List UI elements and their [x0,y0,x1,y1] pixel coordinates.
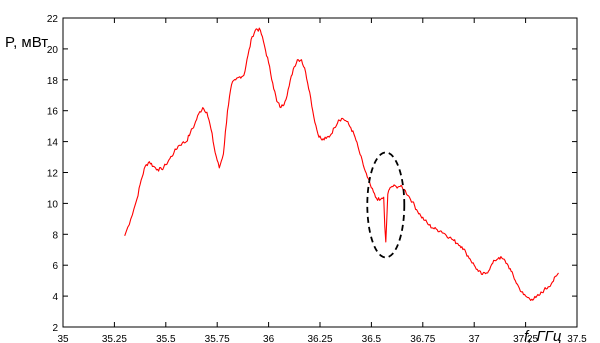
x-axis-label: f, ГГц [524,328,562,343]
x-tick-label: 37.25 [513,334,538,343]
y-tick-label: 20 [47,45,59,56]
x-tick-label: 35.5 [156,334,176,343]
y-tick-label: 6 [52,261,58,272]
y-tick-label: 4 [52,292,58,303]
x-tick-label: 36.25 [307,334,332,343]
y-tick-label: 10 [47,199,59,210]
x-tick-label: 35.25 [102,334,127,343]
y-axis-ticks: 2 4 6 8 10 12 14 16 18 20 22 [47,14,577,334]
x-tick-label: 37 [469,334,481,343]
x-tick-label: 36.5 [362,334,382,343]
annotation-ellipse [366,151,406,259]
y-tick-label: 8 [52,230,58,241]
x-axis-ticks: 35 35.25 35.5 35.75 36 36.25 36.5 36.75 37 37.25 3… [57,18,587,343]
series-line [124,27,559,301]
y-tick-label: 22 [47,14,59,25]
x-tick-label: 37.5 [567,334,587,343]
x-tick-label: 36 [263,334,275,343]
y-tick-label: 18 [47,76,59,87]
y-tick-label: 14 [47,138,59,149]
x-tick-label: 35.75 [205,334,230,343]
x-tick-label: 35 [57,334,69,343]
y-tick-label: 2 [52,323,58,334]
y-tick-label: 12 [47,169,59,180]
y-axis-label: P, мВт [5,34,48,51]
x-tick-label: 36.75 [410,334,435,343]
y-tick-label: 16 [47,107,59,118]
plot-frame [62,17,578,328]
